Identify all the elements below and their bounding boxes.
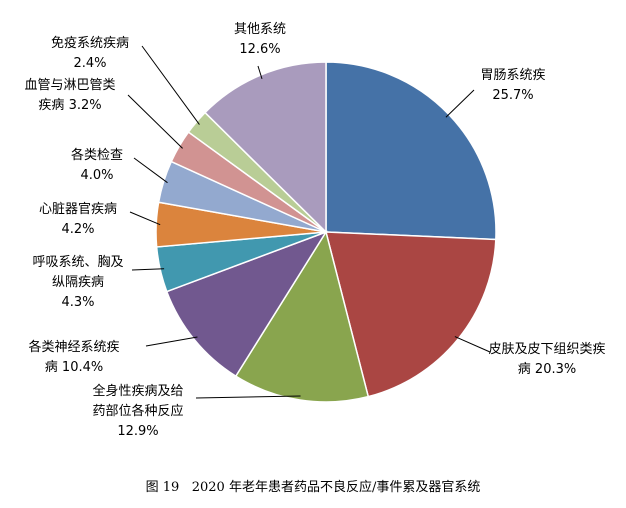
category-label: 免疫系统疾病: [50, 36, 129, 51]
pie-slice: [325, 231, 497, 398]
leader-line: [145, 336, 198, 347]
category-label: 胃肠系统疾: [480, 68, 546, 83]
leader-line: [195, 395, 301, 399]
category-label: 呼吸系统、胸及纵隔疾病: [32, 255, 124, 290]
leader-line: [133, 157, 168, 184]
leader-line: [131, 268, 165, 271]
value-label: 10.4%: [61, 360, 104, 375]
value-label: 4.0%: [80, 168, 114, 183]
value-label: 3.2%: [68, 98, 102, 113]
leader-line: [141, 45, 200, 125]
value-label: 25.7%: [492, 88, 534, 103]
leader-line: [257, 65, 263, 79]
category-label: 各类检查: [70, 148, 123, 163]
slice-label: 其他系统 12.6%: [212, 20, 308, 60]
value-label: 12.6%: [239, 42, 281, 57]
pie-area: [127, 45, 497, 403]
leader-line: [127, 94, 183, 149]
value-label: 20.3%: [534, 362, 577, 377]
leader-line: [129, 211, 161, 226]
leader-line: [454, 336, 491, 353]
value-label: 4.3%: [61, 295, 95, 310]
slice-label: 心脏器官疾病 4.2%: [30, 200, 126, 240]
category-label: 其他系统: [233, 22, 286, 37]
category-label: 心脏器官疾病: [38, 202, 117, 217]
slice-label: 各类神经系统疾病 10.4%: [26, 338, 122, 378]
leader-line: [445, 89, 475, 118]
category-label: 皮肤及皮下组织类疾病: [488, 342, 606, 377]
pie-slice: [165, 230, 328, 378]
slice-label: 血管与淋巴管类疾病 3.2%: [20, 76, 120, 116]
category-label: 血管与淋巴管类疾病: [24, 78, 116, 113]
slice-label: 免疫系统疾病 2.4%: [40, 34, 140, 74]
value-label: 2.4%: [73, 56, 107, 71]
slice-label: 呼吸系统、胸及纵隔疾病 4.3%: [30, 253, 126, 313]
category-label: 全身性疾病及给药部位各种反应: [92, 384, 184, 419]
chart-title: 图 19 2020 年老年患者药品不良反应/事件累及器官系统: [145, 480, 481, 495]
slice-label: 皮肤及皮下组织类疾病 20.3%: [486, 340, 608, 380]
category-label: 各类神经系统疾病: [28, 340, 120, 375]
slice-label: 各类检查 4.0%: [62, 146, 132, 186]
slice-label: 全身性疾病及给药部位各种反应 12.9%: [90, 382, 186, 442]
slice-label: 胃肠系统疾 25.7%: [466, 66, 560, 106]
value-label: 4.2%: [61, 222, 95, 237]
value-label: 12.9%: [117, 424, 159, 439]
pie-slice: [234, 230, 370, 403]
